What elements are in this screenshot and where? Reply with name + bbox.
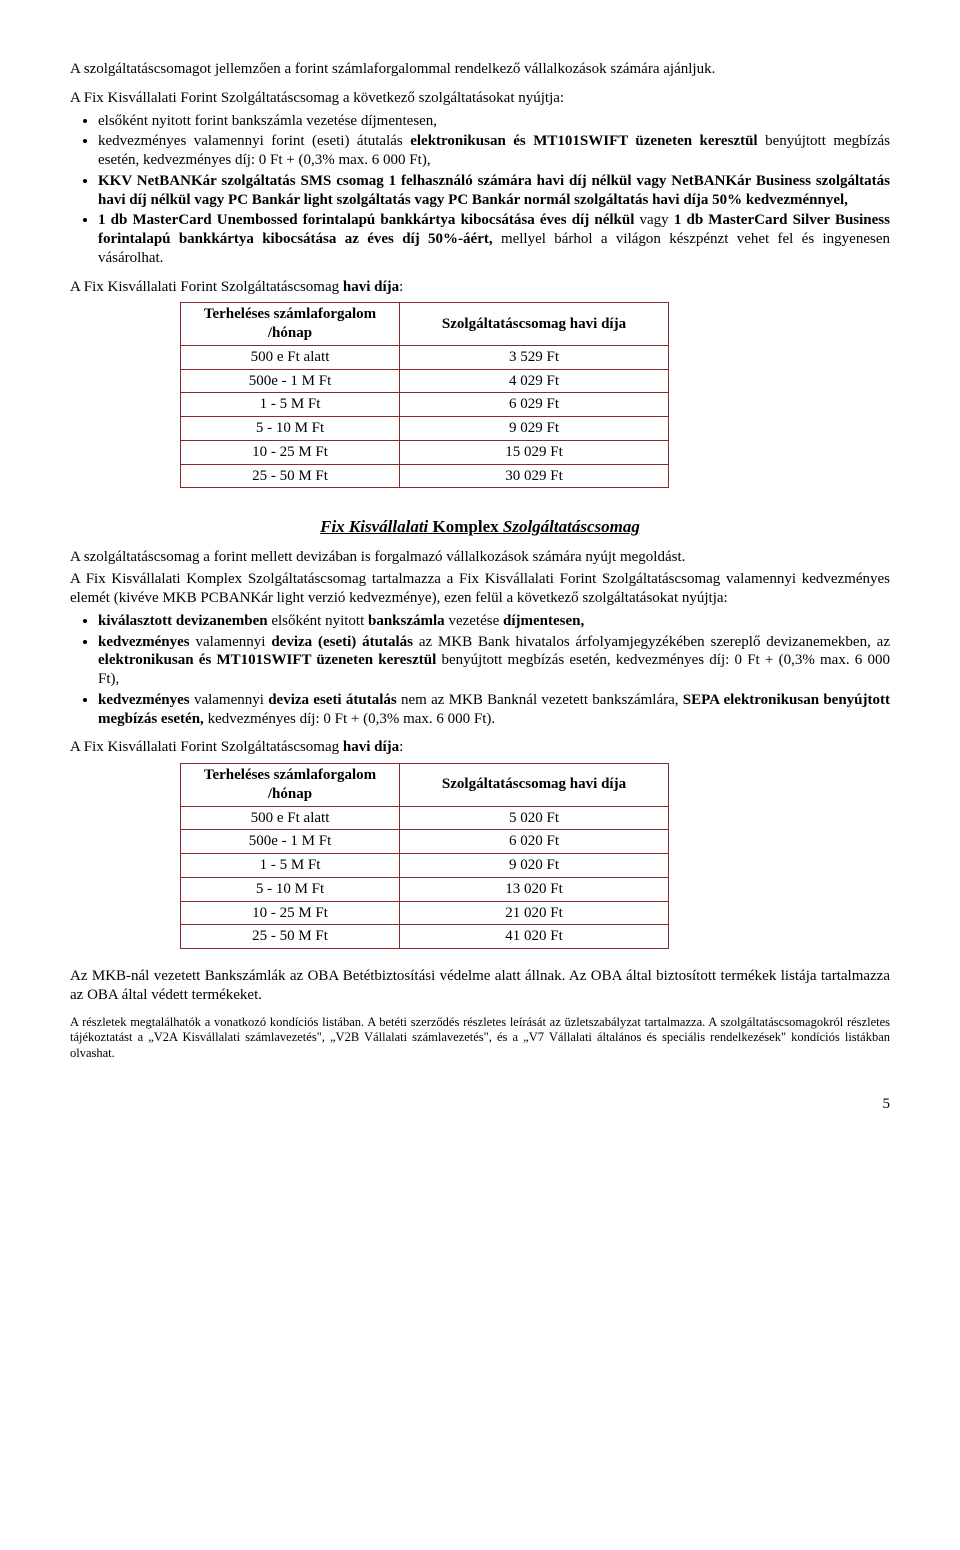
cell: 5 - 10 M Ft [181,877,400,901]
cell: 1 - 5 M Ft [181,854,400,878]
section-title-komplex: Fix Kisvállalati Komplex Szolgáltatáscso… [70,516,890,537]
th-price: Szolgáltatáscsomag havi díja [400,303,669,346]
cell: 4 029 Ft [400,369,669,393]
th-range: Terheléses számlaforgalom /hónap [181,303,400,346]
cell: 15 029 Ft [400,440,669,464]
cell: 3 529 Ft [400,345,669,369]
cell: 10 - 25 M Ft [181,440,400,464]
cell: 9 029 Ft [400,417,669,441]
list-item: KKV NetBANKár szolgáltatás SMS csomag 1 … [98,172,890,210]
list-item: elsőként nyitott forint bankszámla vezet… [98,112,890,131]
page-number: 5 [70,1095,890,1114]
cell: 13 020 Ft [400,877,669,901]
intro-1: A szolgáltatáscsomagot jellemzően a fori… [70,60,890,79]
list-item: kedvezményes valamennyi deviza (eseti) á… [98,633,890,689]
list-item: 1 db MasterCard Unembossed forintalapú b… [98,211,890,267]
service-list-1: elsőként nyitott forint bankszámla vezet… [70,112,890,268]
cell: 500e - 1 M Ft [181,369,400,393]
oba-note: Az MKB-nál vezetett Bankszámlák az OBA B… [70,967,890,1005]
th-range: Terheléses számlaforgalom /hónap [181,764,400,807]
komplex-intro-2: A Fix Kisvállalati Komplex Szolgáltatásc… [70,570,890,608]
cell: 6 020 Ft [400,830,669,854]
price-table-1: Terheléses számlaforgalom /hónap Szolgál… [180,302,669,488]
cell: 10 - 25 M Ft [181,901,400,925]
list-item: kedvezményes valamennyi deviza eseti átu… [98,691,890,729]
cell: 1 - 5 M Ft [181,393,400,417]
table-caption-1: A Fix Kisvállalati Forint Szolgáltatáscs… [70,278,890,297]
cell: 5 020 Ft [400,806,669,830]
cell: 21 020 Ft [400,901,669,925]
footnote: A részletek megtalálhatók a vonatkozó ko… [70,1015,890,1062]
price-table-2: Terheléses számlaforgalom /hónap Szolgál… [180,763,669,949]
cell: 25 - 50 M Ft [181,464,400,488]
table-caption-2: A Fix Kisvállalati Forint Szolgáltatáscs… [70,738,890,757]
list-item: kiválasztott devizanemben elsőként nyito… [98,612,890,631]
cell: 30 029 Ft [400,464,669,488]
cell: 500 e Ft alatt [181,345,400,369]
cell: 500e - 1 M Ft [181,830,400,854]
cell: 9 020 Ft [400,854,669,878]
cell: 6 029 Ft [400,393,669,417]
service-list-2: kiválasztott devizanemben elsőként nyito… [70,612,890,729]
cell: 25 - 50 M Ft [181,925,400,949]
th-price: Szolgáltatáscsomag havi díja [400,764,669,807]
komplex-intro-1: A szolgáltatáscsomag a forint mellett de… [70,548,890,567]
intro-2: A Fix Kisvállalati Forint Szolgáltatáscs… [70,89,890,108]
cell: 500 e Ft alatt [181,806,400,830]
cell: 5 - 10 M Ft [181,417,400,441]
cell: 41 020 Ft [400,925,669,949]
list-item: kedvezményes valamennyi forint (eseti) á… [98,132,890,170]
